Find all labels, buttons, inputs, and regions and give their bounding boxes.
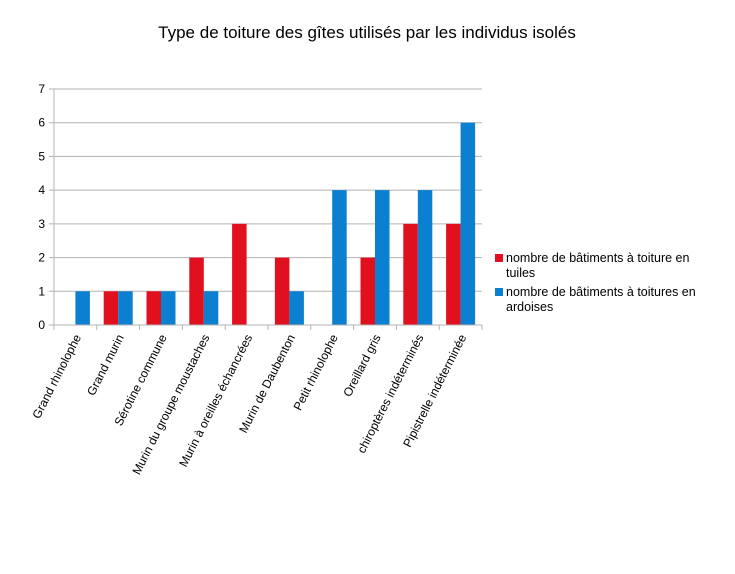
- bar-series-1-5: [274, 257, 290, 325]
- chart-title: Type de toiture des gîtes utilisés par l…: [158, 23, 576, 42]
- bar-series-2-0: [75, 291, 90, 325]
- x-tick-label: Murin du groupe moustaches: [129, 332, 212, 477]
- legend-label-1: nombre de bâtiments à toiture en: [506, 251, 689, 265]
- y-tick-label: 0: [38, 318, 45, 332]
- bar-series-2-7: [375, 190, 390, 325]
- legend-label-2: nombre de bâtiments à toitures en: [506, 285, 696, 299]
- bar-series-1-2: [146, 291, 161, 325]
- x-tick-label: Petit rhinolophe: [291, 332, 341, 413]
- legend-swatch-1: [495, 254, 503, 262]
- bar-series-1-8: [403, 223, 418, 325]
- x-tick-label: Murin à oreilles échancrées: [176, 332, 255, 469]
- bar-series-2-5: [289, 291, 304, 325]
- bar-series-2-1: [118, 291, 133, 325]
- axes: [53, 89, 483, 330]
- bar-series-2-9: [460, 122, 476, 325]
- x-tick-label: Oreillard gris: [340, 332, 383, 399]
- x-tick-label: Grand rhinolophe: [29, 332, 84, 421]
- legend-label-1: tuiles: [506, 266, 535, 280]
- bar-series-1-9: [446, 223, 461, 325]
- y-tick-label: 5: [38, 149, 45, 163]
- y-tick-label: 3: [38, 217, 45, 231]
- y-tick-label: 7: [38, 82, 45, 96]
- y-tick-label: 1: [38, 284, 45, 298]
- y-tick-label: 4: [38, 183, 45, 197]
- y-axis-ticks: 0 1 2 3 4 5 6 7: [38, 82, 54, 332]
- y-tick-label: 6: [38, 116, 45, 130]
- bar-series-1-7: [360, 257, 375, 325]
- bar-series-1-1: [103, 291, 119, 325]
- bar-series-1-3: [189, 257, 204, 325]
- y-tick-label: 2: [38, 251, 45, 265]
- bar-series-2-8: [417, 190, 433, 325]
- bar-series-2-3: [203, 291, 219, 325]
- bar-series-2-6: [332, 190, 347, 325]
- bar-series-1-4: [232, 223, 247, 325]
- bar-series-2-2: [161, 291, 176, 325]
- legend-label-2: ardoises: [506, 300, 553, 314]
- x-tick-label: Grand murin: [84, 332, 127, 398]
- legend-swatch-2: [495, 288, 503, 296]
- bars: [75, 122, 476, 325]
